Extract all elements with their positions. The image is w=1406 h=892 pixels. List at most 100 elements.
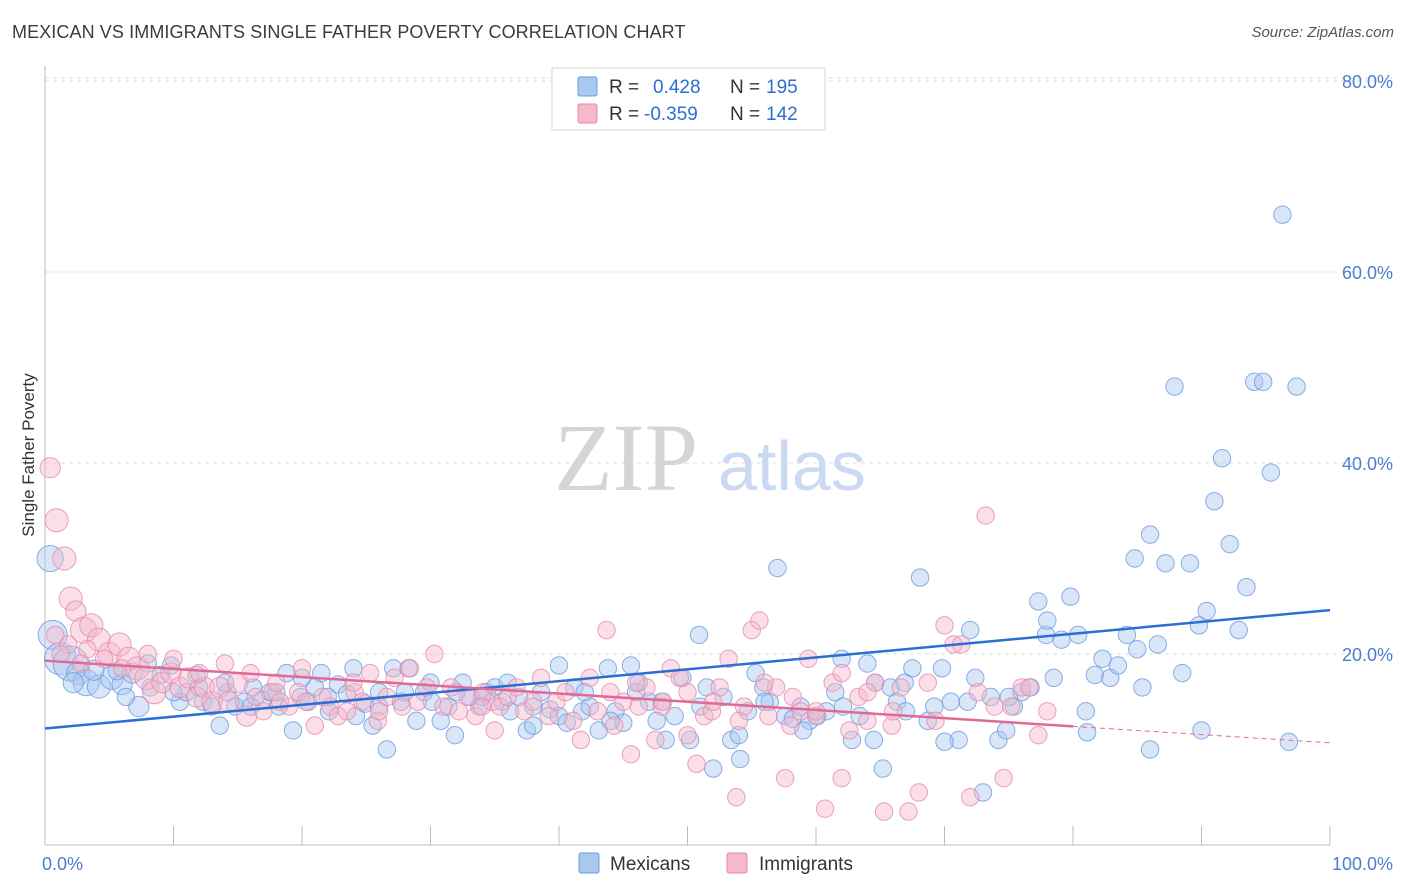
mexicans-point bbox=[729, 725, 749, 745]
mexicans-point bbox=[431, 711, 450, 731]
bottom-legend: Mexicans Immigrants bbox=[578, 852, 853, 875]
mexicans-point bbox=[540, 700, 560, 719]
immigrants-point bbox=[305, 716, 325, 735]
immigrants-point bbox=[556, 683, 575, 702]
immigrants-point bbox=[466, 706, 485, 726]
mexicans-point bbox=[344, 659, 363, 678]
chart-title: MEXICAN VS IMMIGRANTS SINGLE FATHER POVE… bbox=[12, 22, 686, 42]
mexicans-point bbox=[714, 687, 733, 707]
immigrants-point bbox=[400, 659, 420, 678]
immigrants-point bbox=[138, 644, 158, 664]
immigrants-point bbox=[46, 625, 65, 645]
immigrants-point bbox=[935, 616, 954, 635]
immigrants-point bbox=[112, 659, 132, 678]
mexicans-point bbox=[72, 669, 100, 697]
mexicans-point bbox=[665, 706, 684, 726]
immigrants-point bbox=[79, 613, 104, 638]
bottom-legend-swatch-mexicans bbox=[578, 852, 600, 874]
mexicans-point bbox=[141, 678, 160, 697]
mexicans-point bbox=[1205, 492, 1224, 511]
immigrants-point bbox=[1002, 697, 1021, 716]
mexicans-point bbox=[1117, 625, 1137, 645]
immigrants-point bbox=[337, 702, 357, 721]
mexicans-point bbox=[1237, 577, 1256, 597]
immigrants-point bbox=[539, 706, 558, 726]
mexicans-point bbox=[524, 716, 543, 735]
immigrants-point bbox=[490, 697, 510, 716]
immigrants-point bbox=[369, 702, 389, 721]
mexicans-point bbox=[1165, 377, 1184, 396]
mexicans-point bbox=[949, 730, 968, 750]
immigrants-point bbox=[755, 673, 774, 692]
immigrants-point bbox=[218, 691, 240, 713]
immigrants-point bbox=[288, 683, 308, 702]
legend-swatch-mexicans bbox=[577, 76, 598, 97]
immigrants-point bbox=[524, 692, 543, 711]
mexicans-point bbox=[283, 721, 303, 740]
immigrants-point bbox=[1012, 678, 1031, 697]
immigrants-point bbox=[1029, 725, 1048, 745]
mexicans-point bbox=[1173, 663, 1192, 683]
immigrants-point bbox=[832, 663, 851, 683]
mexicans-point bbox=[549, 656, 569, 675]
mexicans-point bbox=[925, 697, 944, 716]
mexicans-point bbox=[864, 730, 884, 750]
mexicans-point bbox=[873, 759, 893, 778]
mexicans-point bbox=[1140, 740, 1160, 759]
immigrants-point bbox=[193, 676, 215, 699]
trend-lines bbox=[44, 608, 1331, 744]
mexicans-point bbox=[958, 692, 977, 711]
legend-n-label: N = bbox=[730, 104, 760, 125]
immigrants-point bbox=[791, 702, 810, 721]
mexicans-point bbox=[1273, 205, 1292, 224]
mexicans-point bbox=[680, 730, 700, 750]
mexicans-point bbox=[1108, 656, 1128, 675]
immigrants-point bbox=[766, 678, 786, 697]
immigrants-point bbox=[292, 659, 312, 678]
mexicans-point bbox=[500, 702, 520, 721]
mexicans-point bbox=[647, 711, 666, 731]
mexicans-point bbox=[517, 721, 537, 740]
x-tick-label: 100.0% bbox=[1332, 854, 1393, 874]
tick-labels: 20.0% 40.0% 60.0% 80.0% 0.0% 100.0% bbox=[42, 72, 1393, 874]
y-tick-label: 20.0% bbox=[1342, 645, 1393, 665]
mexicans-point bbox=[407, 711, 426, 731]
mexicans-point bbox=[1156, 554, 1175, 573]
mexicans-point bbox=[1077, 723, 1097, 742]
mexicans-point bbox=[1128, 640, 1147, 659]
immigrants-point bbox=[485, 721, 504, 740]
immigrants-point bbox=[360, 663, 380, 683]
mexicans-point bbox=[1229, 620, 1248, 640]
immigrants-trend-extension bbox=[1072, 725, 1331, 744]
immigrants-point bbox=[832, 768, 851, 788]
immigrants-point bbox=[652, 697, 671, 716]
mexicans-point bbox=[267, 683, 286, 702]
mexicans-point bbox=[1279, 732, 1299, 752]
mexicans-point bbox=[1220, 534, 1239, 554]
immigrants-point bbox=[1038, 702, 1057, 721]
mexicans-point bbox=[961, 620, 980, 640]
immigrants-point bbox=[344, 673, 363, 692]
mexicans-point bbox=[1029, 592, 1048, 611]
immigrants-point bbox=[190, 663, 209, 683]
mexicans-point bbox=[1148, 635, 1168, 654]
mexicans-point bbox=[445, 725, 465, 745]
y-tick-label: 40.0% bbox=[1342, 454, 1393, 474]
legend-n-value: 142 bbox=[766, 104, 798, 125]
immigrants-point bbox=[368, 711, 388, 731]
bottom-legend-mexicans: Mexicans bbox=[610, 854, 690, 875]
immigrants-point bbox=[65, 600, 87, 622]
mexicans-point bbox=[1140, 525, 1160, 544]
immigrants-point bbox=[865, 673, 885, 692]
x-tick-label: 0.0% bbox=[42, 854, 83, 874]
axes bbox=[44, 66, 1331, 846]
immigrants-point bbox=[727, 788, 746, 807]
mexicans-point bbox=[549, 706, 569, 726]
legend-r-value: 0.428 bbox=[653, 77, 701, 98]
immigrants-point bbox=[976, 506, 995, 525]
mexicans-point bbox=[439, 697, 458, 716]
mexicans-point bbox=[903, 659, 922, 678]
y-axis-label: Single Father Poverty bbox=[19, 373, 38, 537]
mexicans-point bbox=[656, 730, 675, 750]
immigrants-point bbox=[704, 692, 723, 711]
